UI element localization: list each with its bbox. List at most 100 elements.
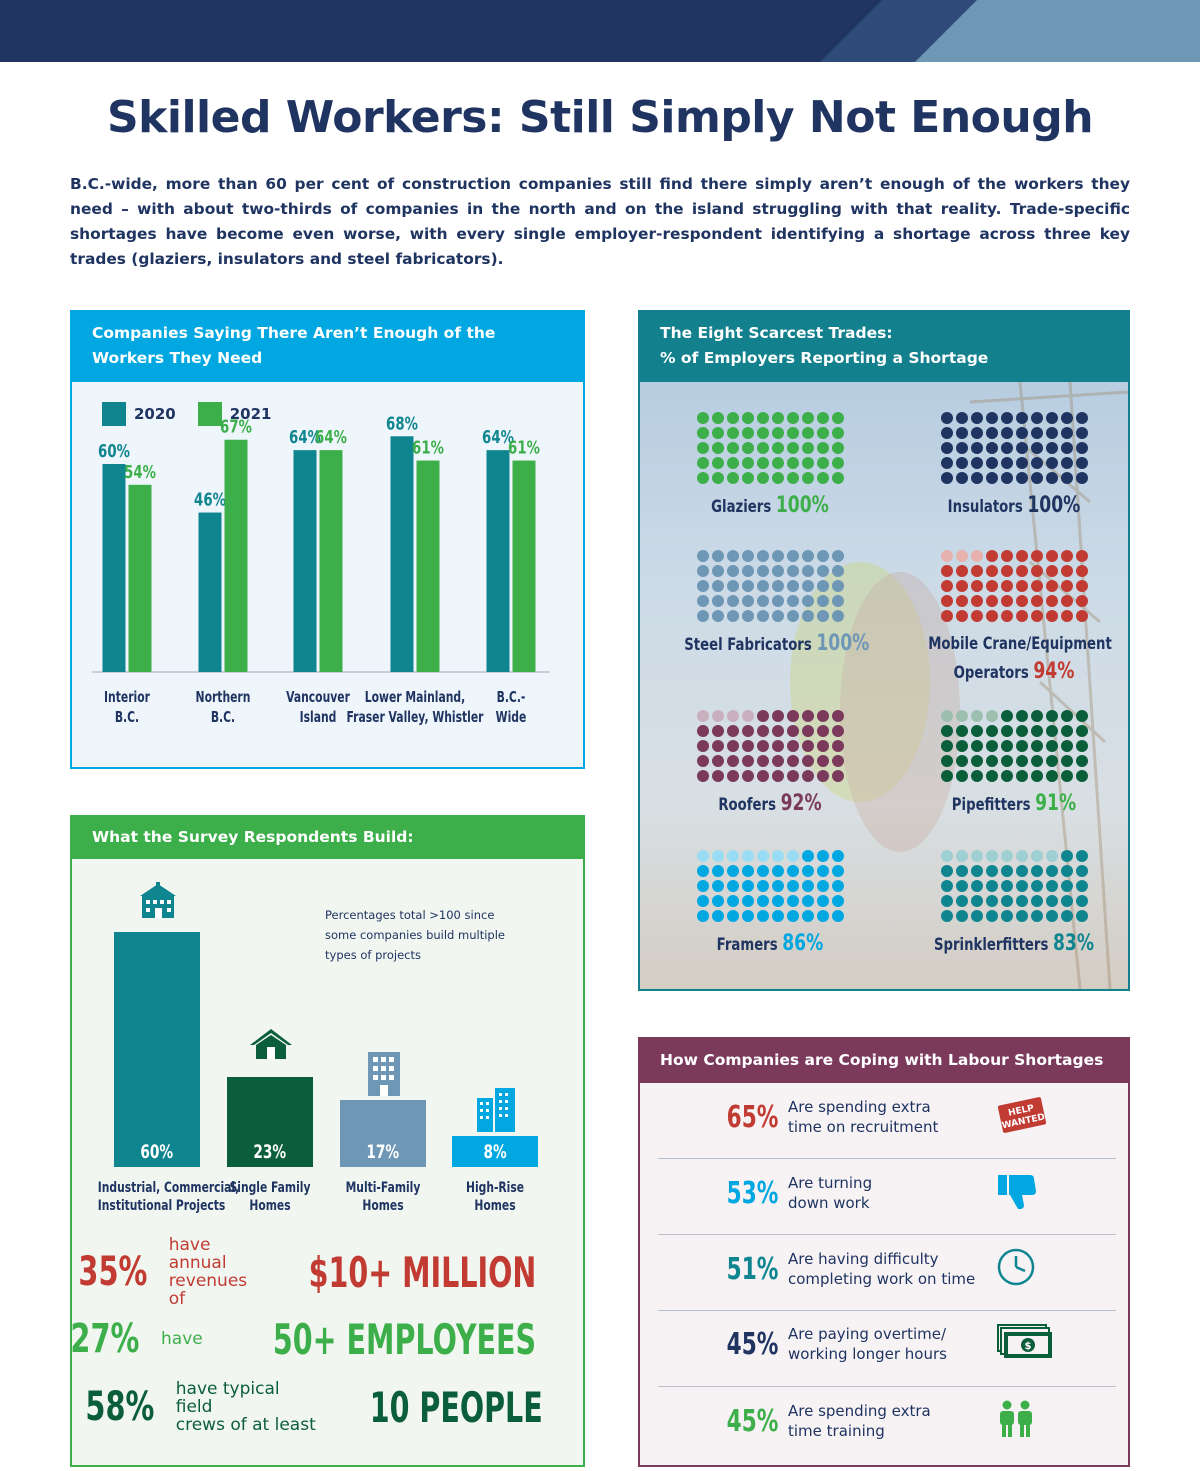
trade-dot [1060, 895, 1073, 907]
trade-dot [1015, 580, 1028, 592]
trade-dot [801, 755, 814, 767]
clock-icon [996, 1247, 1056, 1291]
trade-dot [940, 865, 953, 877]
data-label: 68% [386, 412, 418, 434]
trade-dot [786, 710, 799, 722]
trade-dot [1045, 427, 1058, 439]
trade-dot [940, 610, 953, 622]
trade-dot [1075, 550, 1088, 562]
trade-dot [985, 472, 998, 484]
trade-dot [940, 740, 953, 752]
coping-text: Are having difficulty completing work on … [788, 1250, 976, 1288]
trade-dot [1015, 427, 1028, 439]
page-title: Skilled Workers: Still Simply Not Enough [106, 92, 1094, 143]
trade-dot [1015, 710, 1028, 722]
trade-dot [940, 895, 953, 907]
trade-dot [1045, 610, 1058, 622]
trade-dot [741, 550, 754, 562]
bar-2020 [102, 464, 126, 672]
data-label: 67% [220, 416, 252, 438]
trade-dot [756, 565, 769, 577]
trade-dot [1060, 710, 1073, 722]
trade-dot [741, 457, 754, 469]
coping-percent: 51% [726, 1251, 779, 1287]
workers-shortage-panel: Companies Saying There Aren’t Enough of … [70, 310, 585, 769]
stat-percent: 27% [70, 1316, 140, 1362]
trade-dot [1030, 550, 1043, 562]
trade-dot [1060, 550, 1073, 562]
trade-dot [1075, 865, 1088, 877]
trade-dot [801, 412, 814, 424]
trade-dot [726, 565, 739, 577]
trade-dot [1030, 895, 1043, 907]
trade-dot [1045, 880, 1058, 892]
trade-dot [970, 580, 983, 592]
trade-label: Roofers 92% [718, 791, 822, 816]
trade-dot [756, 725, 769, 737]
trade-dot [816, 412, 829, 424]
coping-text: Are spending extra time training [788, 1402, 931, 1440]
trade-dot [970, 427, 983, 439]
trade-dot [985, 770, 998, 782]
trade-dot [1060, 880, 1073, 892]
trade-dot [955, 770, 968, 782]
trade-dot [711, 427, 724, 439]
trade-dot [985, 755, 998, 767]
trade-dot [955, 442, 968, 454]
coping-row: 45% Are spending extra time training [658, 1387, 1116, 1463]
trade-dot [711, 865, 724, 877]
trade-dot [970, 850, 983, 862]
company-stat: 35% have annual revenues of $10+ MILLION [72, 1236, 583, 1308]
trade-dot [711, 457, 724, 469]
trade-dot [1030, 442, 1043, 454]
trade-dot [801, 725, 814, 737]
trade-dot [1000, 850, 1013, 862]
trade-dot [1045, 457, 1058, 469]
trade-dot [801, 710, 814, 722]
trade-dot [1000, 740, 1013, 752]
legend-item-2020: 2020 [102, 402, 176, 426]
trade-dot [816, 895, 829, 907]
trade-dot [1060, 865, 1073, 877]
trade-dot [831, 770, 844, 782]
trade-dot [831, 442, 844, 454]
trade-dot [970, 865, 983, 877]
trade-dot [831, 910, 844, 922]
trade-label: Glaziers 100% [711, 493, 829, 518]
svg-text:$: $ [1025, 1341, 1032, 1352]
trade-dot [801, 550, 814, 562]
trade-dot [955, 457, 968, 469]
trade-dot [1015, 880, 1028, 892]
trade-dot [831, 880, 844, 892]
respondents-build-bar-chart: 60% Industrial, Commercial, Institutional … [72, 817, 583, 1237]
trade-dot [1000, 427, 1013, 439]
trade-dot [696, 595, 709, 607]
trade-dot [1015, 850, 1028, 862]
trade-dot [1015, 865, 1028, 877]
trade-dot [1060, 472, 1073, 484]
trade-dot [1030, 710, 1043, 722]
trade-dot [1075, 457, 1088, 469]
trade-dot [726, 850, 739, 862]
trade-dot [1030, 865, 1043, 877]
trade-dot [940, 580, 953, 592]
category-label: Wide [496, 709, 527, 726]
trade-dot [940, 412, 953, 424]
trade-dot [771, 850, 784, 862]
trade-dot [696, 610, 709, 622]
data-label: 54% [124, 461, 156, 483]
trade-dot [726, 910, 739, 922]
trade-dot [741, 865, 754, 877]
trade-dot [726, 710, 739, 722]
trade-dot [985, 910, 998, 922]
trade-dot [970, 550, 983, 562]
trade-dot [985, 710, 998, 722]
trade-dot [816, 710, 829, 722]
trade-dot [711, 770, 724, 782]
scarcest-trades-title-line1: The Eight Scarcest Trades: [660, 324, 893, 342]
trade-dot [985, 412, 998, 424]
trade-dot [786, 550, 799, 562]
coping-text: Are spending extra time on recruitment [788, 1098, 939, 1136]
trade-dot [741, 610, 754, 622]
trade-dot [786, 910, 799, 922]
